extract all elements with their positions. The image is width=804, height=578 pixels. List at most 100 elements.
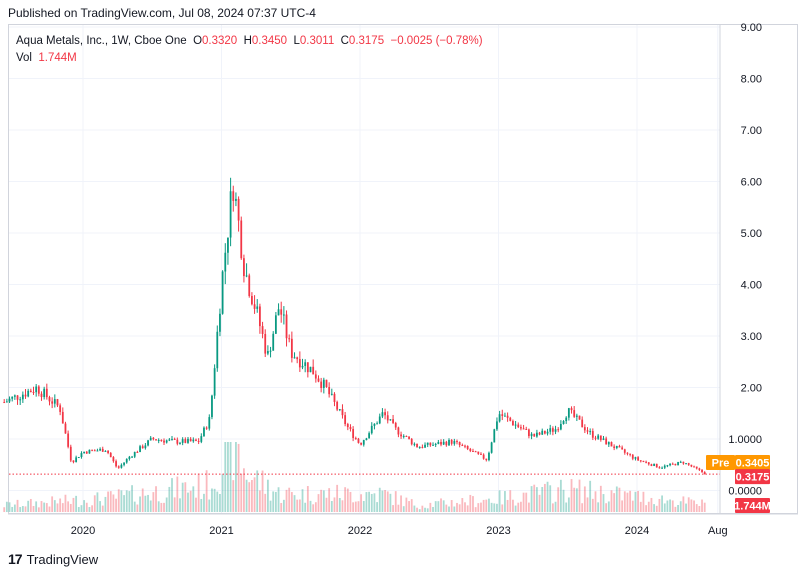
candle-body bbox=[599, 435, 602, 440]
candle-body bbox=[227, 237, 229, 253]
candle-body bbox=[434, 443, 437, 445]
candle-body bbox=[245, 275, 248, 277]
volume-bar bbox=[623, 491, 626, 512]
y-tick-label: 1.0000 bbox=[728, 434, 762, 446]
candle-body bbox=[693, 466, 695, 468]
candle-body bbox=[701, 469, 703, 473]
candle-body bbox=[586, 430, 589, 432]
volume-bar bbox=[32, 505, 35, 512]
candle-body bbox=[141, 446, 144, 449]
candle-body bbox=[352, 428, 355, 438]
volume-bar bbox=[621, 500, 624, 512]
volume-bar bbox=[567, 497, 570, 512]
volume-bar bbox=[551, 503, 554, 512]
candle-body bbox=[21, 394, 24, 400]
volume-bar bbox=[85, 502, 88, 512]
candle-body bbox=[506, 415, 509, 418]
candle-body bbox=[115, 461, 117, 467]
volume-bar bbox=[59, 498, 62, 512]
volume-bar bbox=[626, 492, 629, 512]
candle-body bbox=[19, 399, 22, 401]
candle-body bbox=[373, 423, 376, 426]
candle-body bbox=[626, 452, 629, 454]
volume-bar bbox=[272, 491, 275, 512]
y-tick-label: 8.00 bbox=[741, 74, 762, 86]
candle-body bbox=[589, 431, 592, 433]
volume-bar bbox=[586, 497, 589, 512]
low-label: L bbox=[293, 35, 300, 47]
volume-bar bbox=[352, 502, 355, 512]
candle-body bbox=[469, 448, 472, 451]
y-tick-label: 7.00 bbox=[741, 125, 762, 137]
volume-bar bbox=[346, 488, 349, 512]
pre-label-badge: Pre bbox=[712, 457, 730, 469]
candle-body bbox=[703, 472, 706, 475]
candle-body bbox=[48, 397, 51, 402]
volume-bar bbox=[384, 490, 386, 512]
volume-bar bbox=[514, 505, 517, 512]
volume-row: Vol 1.744M bbox=[16, 50, 483, 67]
volume-bar bbox=[536, 487, 538, 512]
volume-bar bbox=[29, 498, 32, 512]
volume-bar bbox=[187, 492, 189, 512]
candle-body bbox=[618, 445, 621, 448]
volume-bar bbox=[290, 492, 293, 512]
volume-bar bbox=[8, 502, 11, 512]
candle-body bbox=[669, 463, 671, 466]
volume-bar bbox=[35, 501, 38, 512]
volume-bar bbox=[235, 442, 237, 512]
candle-body bbox=[384, 412, 386, 416]
volume-bar bbox=[570, 479, 573, 512]
volume-bar bbox=[520, 501, 522, 512]
candle-body bbox=[179, 442, 181, 444]
candle-body bbox=[56, 399, 59, 406]
candle-body bbox=[171, 438, 173, 440]
candle-body bbox=[290, 338, 293, 358]
volume-bar bbox=[43, 502, 46, 512]
volume-bar bbox=[512, 499, 514, 512]
volume-bar bbox=[461, 498, 464, 512]
volume-bar bbox=[442, 500, 445, 512]
candle-body bbox=[224, 252, 227, 272]
volume-bar bbox=[75, 495, 78, 512]
candle-body bbox=[306, 362, 309, 373]
candle-body bbox=[24, 394, 27, 397]
high-label: H bbox=[243, 35, 252, 47]
volume-bar bbox=[21, 506, 24, 512]
volume-bar bbox=[509, 490, 512, 512]
candle-body bbox=[208, 417, 211, 429]
candle-body bbox=[386, 415, 389, 421]
candle-body bbox=[93, 450, 96, 452]
volume-bar bbox=[40, 501, 43, 512]
volume-bar bbox=[237, 443, 240, 512]
candle-body bbox=[575, 415, 578, 417]
candle-body bbox=[613, 446, 616, 449]
volume-bar bbox=[679, 501, 682, 512]
candle-body bbox=[192, 439, 195, 442]
candle-body bbox=[530, 433, 533, 437]
candle-body bbox=[392, 419, 394, 423]
candle-body bbox=[442, 441, 445, 445]
volume-bar bbox=[480, 502, 482, 512]
volume-bar bbox=[147, 494, 149, 512]
volume-bar bbox=[661, 495, 663, 512]
candle-body bbox=[536, 432, 538, 437]
volume-bar bbox=[501, 504, 504, 512]
candle-body bbox=[298, 359, 301, 368]
volume-bar bbox=[163, 502, 165, 512]
symbol-title: Aqua Metals, Inc., 1W, Cboe One bbox=[16, 35, 187, 47]
volume-bar bbox=[306, 486, 309, 512]
volume-bar bbox=[464, 502, 466, 512]
volume-bar bbox=[213, 488, 216, 512]
volume-bar bbox=[37, 507, 40, 512]
candle-body bbox=[650, 464, 653, 466]
volume-bar bbox=[618, 487, 621, 512]
candle-body bbox=[330, 393, 333, 395]
candle-body bbox=[149, 437, 152, 441]
volume-bar bbox=[554, 501, 557, 512]
volume-bar bbox=[562, 489, 565, 512]
candle-body bbox=[623, 449, 626, 453]
candle-body bbox=[559, 424, 562, 430]
candle-body bbox=[88, 449, 91, 454]
